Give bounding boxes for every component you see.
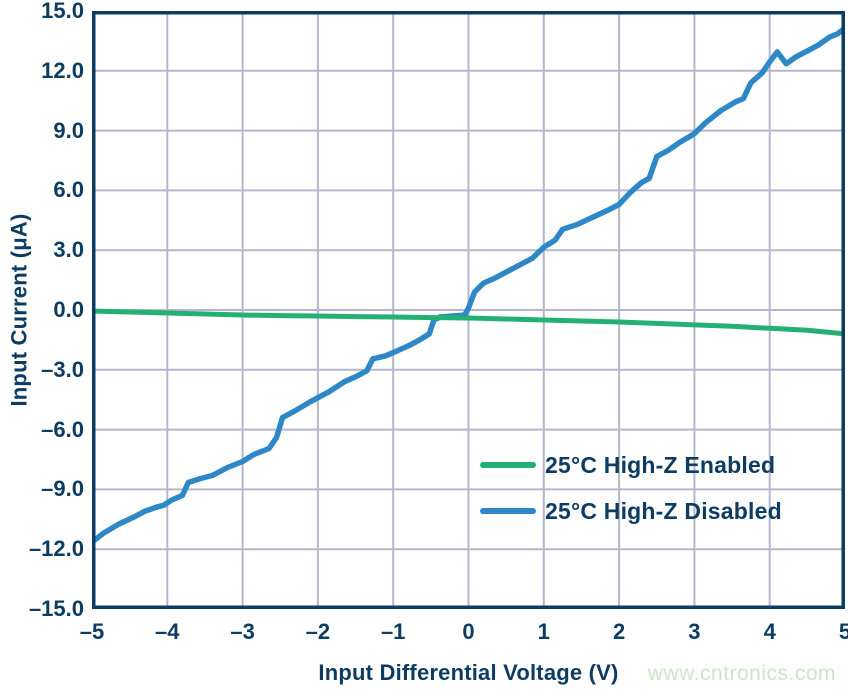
y-tick-label: –12.0 (28, 536, 84, 562)
x-tick-label: 4 (763, 619, 776, 644)
y-tick-label: –6.0 (41, 416, 84, 442)
y-tick-label: –15.0 (28, 596, 84, 621)
x-tick-label: –2 (305, 619, 331, 644)
plot-area-svg (92, 11, 845, 609)
y-tick-label: 15.0 (41, 0, 84, 23)
legend-swatch-25-c-high-z-enabled (480, 462, 536, 468)
x-tick-label: –3 (230, 619, 255, 644)
x-tick-label: 0 (462, 619, 475, 644)
series-line-25-c-high-z-enabled (92, 308, 845, 337)
plot-border (92, 11, 845, 609)
y-tick-label: 0.0 (53, 297, 84, 322)
series-line-25-c-high-z-disabled (92, 25, 845, 545)
y-tick-label: 12.0 (41, 57, 84, 83)
watermark: www.cntronics.com (647, 662, 836, 685)
x-tick-label: 3 (688, 619, 701, 644)
y-tick-label: –3.0 (41, 356, 84, 382)
y-tick-label: 9.0 (53, 117, 84, 143)
y-tick-label: –9.0 (41, 476, 84, 502)
x-tick-label: –1 (380, 619, 406, 644)
x-tick-label: –5 (79, 619, 105, 644)
x-tick-label: 1 (537, 619, 550, 644)
y-tick-label: 6.0 (53, 177, 84, 203)
legend-swatch-25-c-high-z-disabled (480, 508, 536, 514)
legend: 25°C High-Z Enabled 25°C High-Z Disabled (480, 446, 782, 530)
x-tick-label: –4 (155, 619, 180, 644)
y-tick-label: 3.0 (53, 237, 84, 263)
legend-label-25-c-high-z-enabled: 25°C High-Z Enabled (545, 451, 776, 478)
x-tick-label: 2 (612, 619, 626, 644)
x-tick-label: 5 (838, 619, 848, 644)
legend-label-25-c-high-z-disabled: 25°C High-Z Disabled (545, 497, 782, 524)
legend-item-25-c-high-z-enabled: 25°C High-Z Enabled (480, 446, 782, 484)
x-axis-title: Input Differential Voltage (V) (318, 660, 619, 685)
legend-item-25-c-high-z-disabled: 25°C High-Z Disabled (480, 492, 782, 530)
